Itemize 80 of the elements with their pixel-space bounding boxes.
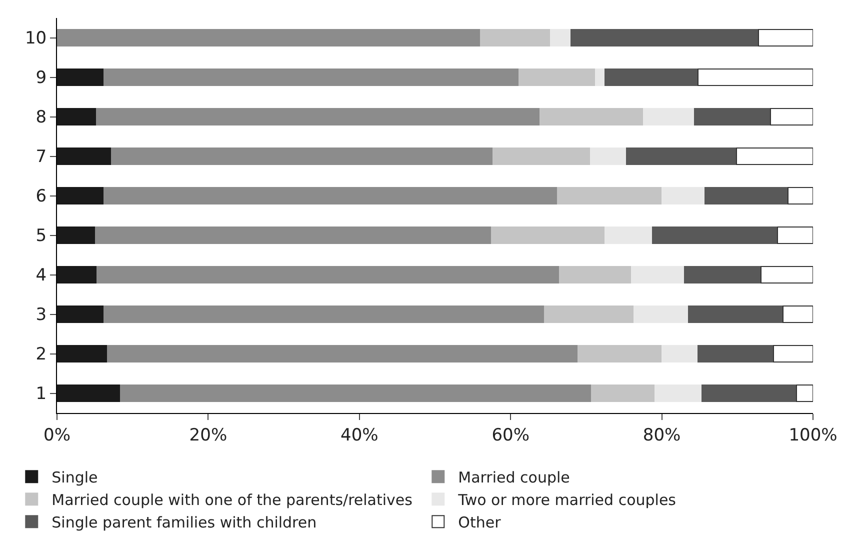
bar xyxy=(57,28,481,47)
bar xyxy=(698,344,774,363)
y-tick-label: 10 xyxy=(24,28,47,49)
bar xyxy=(633,305,689,324)
bar xyxy=(652,226,778,244)
bar xyxy=(631,266,685,284)
bar xyxy=(626,147,738,166)
y-tick-label: 1 xyxy=(36,384,47,404)
bar xyxy=(758,28,813,47)
bar xyxy=(95,226,492,244)
y-tick-label: 8 xyxy=(36,108,47,128)
bar xyxy=(57,384,121,402)
bar xyxy=(643,108,695,126)
bar xyxy=(590,384,656,402)
bar xyxy=(57,68,104,86)
bar xyxy=(96,266,560,284)
bar xyxy=(57,266,98,284)
bar xyxy=(480,28,552,47)
legend-label: Single parent families with children xyxy=(52,514,317,532)
y-tick-label: 3 xyxy=(36,305,47,326)
bar xyxy=(760,266,813,284)
bar xyxy=(103,305,546,324)
y-tick-label: 7 xyxy=(36,147,47,168)
bar xyxy=(704,186,789,205)
bar xyxy=(120,384,592,402)
bar xyxy=(782,305,813,324)
bar xyxy=(590,147,627,166)
bar xyxy=(776,226,813,244)
y-tick-label: 6 xyxy=(36,186,47,207)
x-tick-label: 0% xyxy=(44,425,70,446)
bar xyxy=(604,68,699,86)
bar xyxy=(57,305,104,324)
bar xyxy=(570,28,760,47)
bar xyxy=(57,226,96,244)
bar xyxy=(684,266,762,284)
x-tick-label: 100% xyxy=(788,425,838,446)
bar xyxy=(107,344,578,363)
bar xyxy=(57,147,112,166)
legend-label: Other xyxy=(458,514,502,532)
y-tick-label: 9 xyxy=(36,68,47,88)
legend-label: Married couple xyxy=(458,468,570,486)
bar xyxy=(550,28,572,47)
bar xyxy=(654,384,702,402)
bar xyxy=(701,384,797,402)
bar xyxy=(556,186,662,205)
bar xyxy=(788,186,813,205)
bar xyxy=(661,344,699,363)
x-tick-label: 40% xyxy=(340,425,378,446)
legend-label: Married couple with one of the parents/relatives xyxy=(52,491,413,509)
bar xyxy=(110,147,494,166)
y-tick-label: 4 xyxy=(36,266,47,286)
bar xyxy=(544,305,634,324)
bar xyxy=(694,108,772,126)
bar xyxy=(736,147,813,166)
bar xyxy=(96,108,541,126)
bar xyxy=(518,68,596,86)
bar xyxy=(103,68,520,86)
x-tick-label: 60% xyxy=(492,425,530,446)
bar xyxy=(492,147,592,166)
legend-label: Two or more married couples xyxy=(457,491,676,509)
bar xyxy=(773,344,813,363)
bar xyxy=(770,108,813,126)
bar xyxy=(540,108,644,126)
bar xyxy=(57,344,108,363)
x-tick-label: 20% xyxy=(189,425,228,446)
bar xyxy=(698,68,813,86)
bar xyxy=(491,226,606,244)
y-tick-label: 2 xyxy=(36,344,47,365)
y-tick-label: 5 xyxy=(36,226,47,246)
bar xyxy=(688,305,784,324)
bar xyxy=(604,226,654,244)
bar xyxy=(559,266,632,284)
x-tick-label: 80% xyxy=(642,425,681,446)
bar xyxy=(796,384,813,402)
bar xyxy=(577,344,662,363)
bar xyxy=(103,186,558,205)
bar xyxy=(57,108,97,126)
bar xyxy=(661,186,706,205)
bar xyxy=(57,186,104,205)
legend-label: Single xyxy=(52,468,98,486)
